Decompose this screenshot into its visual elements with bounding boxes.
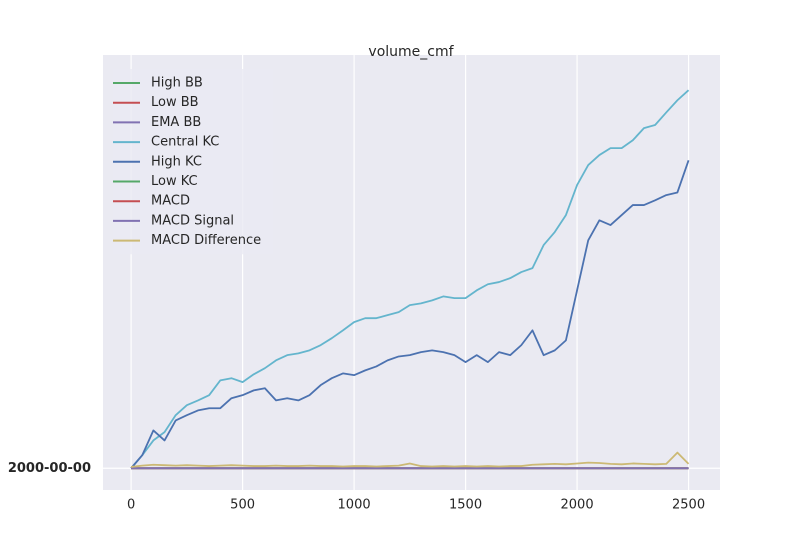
chart-title: volume_cmf — [368, 44, 454, 60]
series-line — [130, 89, 690, 469]
series-line — [130, 451, 690, 468]
x-tick-label: 0 — [127, 498, 135, 513]
legend-label: High BB — [151, 76, 203, 91]
legend-label: MACD Difference — [151, 233, 261, 248]
legend-label: Low BB — [151, 95, 199, 110]
legend-label: MACD Signal — [151, 213, 234, 228]
legend-label: EMA BB — [151, 115, 201, 130]
legend-label: MACD — [151, 194, 190, 209]
y-tick-label: 2000-00-00 — [8, 461, 91, 476]
x-tick-label: 1000 — [338, 498, 371, 513]
x-tick-label: 500 — [230, 498, 255, 513]
x-tick-label: 1500 — [449, 498, 482, 513]
x-tick-label: 2000 — [561, 498, 594, 513]
legend-label: Low KC — [151, 174, 198, 189]
x-tick-label: 2500 — [672, 498, 705, 513]
legend-label: Central KC — [151, 135, 219, 150]
legend-label: High KC — [151, 154, 202, 169]
series-line — [130, 159, 690, 469]
